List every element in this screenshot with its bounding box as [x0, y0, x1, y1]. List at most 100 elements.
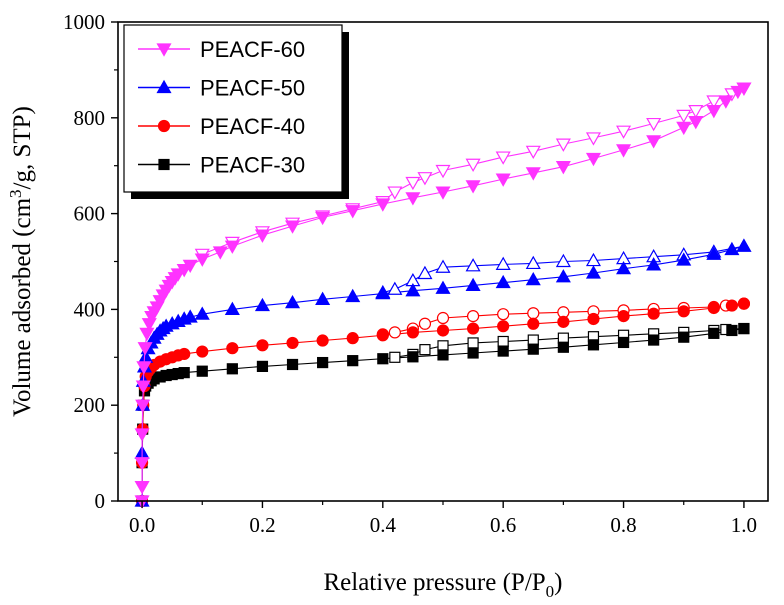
- adsorption-point: [676, 252, 692, 266]
- x-tick-label: 0.0: [129, 513, 155, 537]
- desorption-point: [417, 172, 433, 186]
- adsorption-point: [525, 167, 541, 181]
- y-tick-label: 200: [74, 393, 106, 417]
- desorption-point: [706, 95, 722, 109]
- desorption-point: [557, 332, 569, 344]
- adsorption-point: [466, 322, 480, 335]
- adsorption-point: [182, 309, 198, 323]
- legend-label: PEACF-30: [200, 153, 305, 178]
- adsorption-point: [134, 457, 150, 471]
- adsorption-point: [555, 161, 571, 175]
- adsorption-point: [226, 342, 239, 355]
- legend-label: PEACF-50: [200, 76, 305, 101]
- adsorption-point: [136, 361, 152, 375]
- adsorption-point: [648, 334, 660, 346]
- adsorption-point: [706, 105, 722, 119]
- adsorption-point: [725, 299, 738, 312]
- legend-marker: [156, 43, 172, 57]
- adsorption-point: [254, 229, 270, 243]
- adsorption-point: [226, 363, 238, 375]
- desorption-point: [387, 186, 403, 200]
- adsorption-point: [647, 307, 660, 320]
- adsorption-point: [678, 331, 690, 343]
- y-tick-label: 800: [74, 106, 106, 130]
- adsorption-point: [527, 343, 539, 355]
- adsorption-point: [194, 253, 210, 267]
- adsorption-point: [345, 288, 361, 303]
- adsorption-point: [706, 246, 722, 260]
- adsorption-point: [178, 367, 190, 379]
- adsorption-point: [646, 257, 662, 271]
- adsorption-point: [134, 428, 150, 442]
- desorption-point: [465, 258, 481, 272]
- desorption-point: [527, 334, 539, 346]
- adsorption-point: [495, 173, 511, 187]
- adsorption-point: [718, 95, 734, 109]
- legend: PEACF-60 PEACF-50 PEACF-40 PEACF-30: [123, 24, 349, 199]
- adsorption-point: [497, 320, 510, 333]
- desorption-point: [417, 265, 433, 280]
- adsorption-point: [585, 265, 601, 279]
- adsorption-point: [587, 312, 600, 326]
- desorption-point: [387, 281, 403, 295]
- x-tick-label: 0.8: [610, 513, 636, 537]
- desorption-point: [436, 311, 450, 325]
- adsorption-point: [345, 205, 361, 219]
- adsorption-point: [224, 301, 240, 315]
- adsorption-point: [196, 365, 208, 377]
- adsorption-point: [407, 351, 419, 363]
- adsorption-point: [405, 192, 421, 206]
- adsorption-point: [376, 329, 389, 342]
- adsorption-point: [315, 291, 331, 305]
- y-tick-label: 600: [74, 202, 106, 226]
- adsorption-point: [736, 82, 752, 96]
- x-axis-title: Relative pressure (P/P0): [323, 569, 562, 601]
- x-tick-label: 1.0: [731, 513, 757, 537]
- adsorption-point: [677, 305, 690, 318]
- desorption-point: [466, 310, 480, 323]
- y-tick-label: 1000: [63, 10, 105, 34]
- adsorption-point: [465, 180, 481, 194]
- adsorption-point: [317, 356, 329, 369]
- adsorption-point: [525, 271, 541, 286]
- desorption-point: [525, 255, 541, 270]
- desorption-point: [646, 117, 662, 132]
- adsorption-point: [135, 380, 151, 394]
- adsorption-point: [256, 360, 269, 373]
- adsorption-point: [707, 301, 720, 315]
- adsorption-point: [347, 355, 359, 367]
- legend-label: PEACF-60: [200, 37, 305, 62]
- adsorption-point: [286, 358, 299, 371]
- adsorption-point: [708, 327, 720, 339]
- desorption-point: [465, 158, 481, 172]
- adsorption-point: [726, 324, 738, 337]
- desorption-point: [497, 308, 510, 321]
- adsorption-point: [616, 144, 632, 158]
- desorption-point: [389, 351, 401, 363]
- adsorption-point: [286, 336, 299, 350]
- adsorption-point: [406, 326, 420, 339]
- adsorption-point: [435, 186, 451, 200]
- desorption-point: [419, 344, 431, 356]
- adsorption-point: [375, 198, 391, 212]
- adsorption-point: [736, 238, 752, 252]
- adsorption-point: [737, 297, 751, 310]
- desorption-point: [555, 138, 571, 152]
- legend-marker: [157, 119, 171, 133]
- adsorption-point: [557, 341, 569, 353]
- desorption-point: [688, 105, 704, 119]
- adsorption-point: [738, 322, 750, 335]
- plot-marks: [134, 82, 752, 509]
- adsorption-point: [527, 317, 540, 330]
- adsorption-point: [617, 310, 630, 323]
- desorption-point: [676, 109, 692, 124]
- adsorption-point: [134, 481, 150, 495]
- adsorption-point: [436, 324, 450, 337]
- desorption-point: [495, 151, 511, 165]
- desorption-point: [495, 256, 511, 270]
- adsorption-point: [676, 121, 692, 136]
- desorption-point: [418, 317, 432, 330]
- adsorption-point: [688, 116, 704, 130]
- desorption-point: [388, 326, 401, 339]
